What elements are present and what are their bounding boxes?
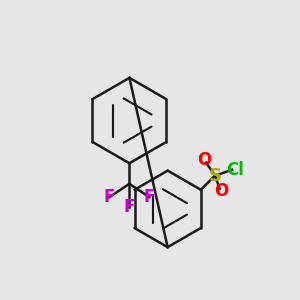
- Text: F: F: [144, 188, 155, 206]
- Text: S: S: [208, 167, 221, 184]
- Text: Cl: Cl: [226, 161, 244, 179]
- Text: F: F: [124, 198, 135, 216]
- Text: O: O: [196, 151, 211, 169]
- Text: O: O: [214, 182, 228, 200]
- Text: F: F: [104, 188, 115, 206]
